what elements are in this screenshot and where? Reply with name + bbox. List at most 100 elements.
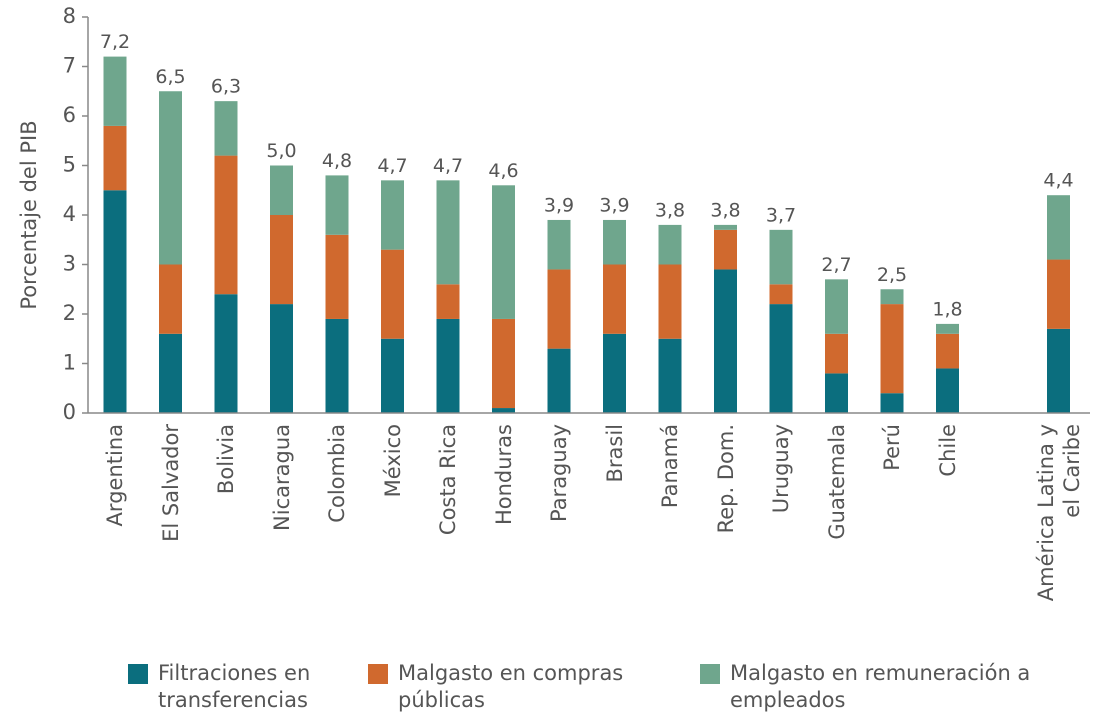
bar-segment bbox=[103, 125, 127, 191]
bar-segment bbox=[769, 284, 793, 305]
x-tick-label: El Salvador bbox=[158, 424, 183, 542]
total-label: 3,9 bbox=[544, 194, 574, 216]
total-label: 7,2 bbox=[100, 31, 130, 53]
x-tick-label: Honduras bbox=[491, 424, 516, 526]
bar-segment bbox=[880, 393, 904, 413]
x-tick-label: Uruguay bbox=[769, 424, 793, 514]
total-label: 3,8 bbox=[710, 199, 740, 221]
y-axis-label: Porcentaje del PIB bbox=[17, 120, 41, 309]
bar-segment bbox=[214, 294, 238, 413]
total-label: 4,6 bbox=[488, 160, 518, 182]
total-label: 2,5 bbox=[877, 264, 907, 286]
total-label: 1,8 bbox=[932, 298, 962, 320]
bar-segment bbox=[492, 185, 515, 319]
bar-segment bbox=[603, 264, 626, 334]
legend-item: Malgasto en remuneración a empleados bbox=[700, 660, 1090, 714]
bar-segment bbox=[159, 333, 182, 413]
bar-segment bbox=[436, 180, 460, 285]
bar-segment bbox=[547, 348, 571, 413]
bar-segment bbox=[1047, 328, 1070, 413]
bar-segment bbox=[658, 264, 682, 339]
bar-segment bbox=[547, 219, 571, 270]
bar-segment bbox=[270, 215, 293, 305]
bar-segment bbox=[1047, 259, 1070, 329]
x-tick-label: Panamá bbox=[658, 424, 682, 509]
y-tick-label: 3 bbox=[63, 252, 76, 276]
bar-segment bbox=[658, 338, 682, 413]
bar-segment bbox=[436, 318, 460, 413]
legend-label: Malgasto en remuneración a empleados bbox=[730, 661, 1031, 712]
x-tick-label: Nicaragua bbox=[269, 424, 294, 531]
bar-segment bbox=[880, 289, 904, 305]
legend-swatch bbox=[700, 664, 720, 684]
x-tick-label: Costa Rica bbox=[436, 424, 460, 536]
x-tick-label: Argentina bbox=[103, 424, 127, 527]
x-tick-label: Bolivia bbox=[214, 424, 238, 495]
y-tick-label: 6 bbox=[63, 103, 76, 127]
bar-segment bbox=[936, 368, 959, 413]
y-tick-label: 7 bbox=[63, 54, 76, 78]
bar-segment bbox=[825, 279, 848, 334]
bar-segment bbox=[159, 91, 182, 265]
total-label: 4,7 bbox=[377, 155, 407, 177]
bar-segment bbox=[381, 338, 404, 413]
y-tick-label: 0 bbox=[63, 400, 76, 424]
y-tick-label: 2 bbox=[63, 301, 76, 325]
total-label: 6,5 bbox=[155, 66, 185, 88]
bar-segment bbox=[769, 229, 793, 285]
y-tick-label: 4 bbox=[63, 202, 76, 226]
bar-segment bbox=[214, 155, 238, 295]
bar-segment bbox=[270, 304, 293, 413]
bar-segment bbox=[825, 333, 848, 374]
total-label: 4,4 bbox=[1043, 170, 1073, 192]
total-label: 3,9 bbox=[599, 194, 629, 216]
bar-segment bbox=[492, 318, 515, 409]
legend-label: Filtraciones en transferencias bbox=[158, 661, 311, 712]
bar-segment bbox=[381, 249, 404, 339]
legend-item: Malgasto en compras públicas bbox=[368, 660, 668, 714]
bar-segment bbox=[1047, 195, 1070, 260]
y-tick-label: 8 bbox=[63, 4, 76, 28]
bar-segment bbox=[325, 318, 349, 413]
bar-segment bbox=[270, 165, 293, 215]
bar-segment bbox=[603, 333, 626, 413]
total-label: 3,7 bbox=[766, 204, 796, 226]
x-tick-label: Brasil bbox=[602, 424, 627, 483]
bar-segment bbox=[769, 304, 793, 413]
bar-segment bbox=[714, 269, 737, 413]
x-tick-label: Rep. Dom. bbox=[713, 424, 738, 534]
x-tick-label: Paraguay bbox=[547, 424, 571, 523]
bar-segment bbox=[714, 229, 737, 270]
x-tick-label: Guatemala bbox=[824, 424, 849, 540]
total-label: 6,3 bbox=[211, 76, 241, 98]
legend-swatch bbox=[128, 664, 148, 684]
bar-segment bbox=[325, 234, 349, 319]
bar-segment bbox=[714, 224, 737, 230]
y-tick-label: 1 bbox=[63, 351, 76, 375]
bar-segment bbox=[880, 304, 904, 394]
legend-swatch bbox=[368, 664, 388, 684]
legend-item: Filtraciones en transferencias bbox=[128, 660, 348, 714]
bar-segment bbox=[214, 101, 238, 156]
bar-segment bbox=[436, 284, 460, 319]
bar-segment bbox=[547, 269, 571, 349]
bar-segment bbox=[159, 264, 182, 334]
bar-segment bbox=[936, 323, 959, 334]
x-tick-label: América Latina y el Caribe bbox=[1033, 424, 1084, 602]
x-tick-label: México bbox=[380, 424, 405, 498]
total-label: 5,0 bbox=[266, 140, 296, 162]
total-label: 3,8 bbox=[655, 199, 685, 221]
bar-segment bbox=[658, 224, 682, 265]
bar-segment bbox=[492, 408, 515, 413]
bar-segment bbox=[103, 56, 127, 126]
bar-segment bbox=[325, 175, 349, 235]
bar-segment bbox=[936, 333, 959, 369]
x-tick-label: Chile bbox=[935, 424, 960, 477]
x-tick-label: Perú bbox=[880, 424, 904, 471]
x-tick-label: Colombia bbox=[325, 424, 349, 523]
bar-segment bbox=[381, 180, 404, 250]
bar-segment bbox=[103, 190, 127, 413]
bar-segment bbox=[825, 373, 848, 413]
